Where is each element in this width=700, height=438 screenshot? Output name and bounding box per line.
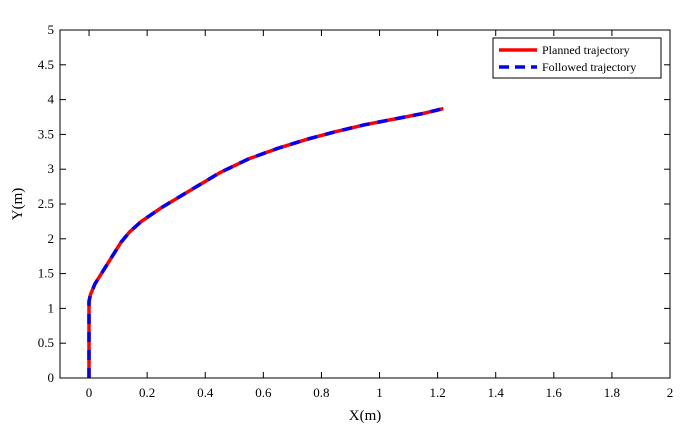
x-axis-label: X(m) [349, 408, 382, 424]
x-tick-label: 0 [86, 385, 93, 400]
y-axis-label: Y(m) [10, 188, 26, 221]
y-tick-label: 2 [48, 231, 55, 246]
y-tick-label: 3.5 [38, 126, 54, 141]
y-tick-label: 0 [48, 370, 55, 385]
x-tick-label: 1.4 [488, 385, 505, 400]
y-tick-label: 4 [48, 92, 55, 107]
y-tick-label: 0.5 [38, 335, 54, 350]
x-tick-label: 0.8 [313, 385, 329, 400]
y-tick-label: 1 [48, 300, 55, 315]
y-tick-label: 5 [48, 22, 55, 37]
legend: Planned trajectory Followed trajectory [492, 37, 662, 79]
y-tick-label: 3 [48, 161, 55, 176]
legend-entry-followed: Followed trajectory [542, 60, 636, 74]
x-tick-label: 1 [376, 385, 383, 400]
legend-box [492, 37, 662, 79]
x-tick-label: 2 [667, 385, 674, 400]
planned-trajectory-line [87, 106, 444, 378]
followed-trajectory-line [87, 106, 444, 378]
plot-frame [59, 29, 671, 379]
legend-entry-planned: Planned trajectory [542, 43, 630, 57]
x-tick-label: 1.2 [429, 385, 445, 400]
x-tick-label: 1.6 [546, 385, 563, 400]
y-tick-label: 4.5 [38, 57, 54, 72]
y-tick-label: 1.5 [38, 266, 54, 281]
x-tick-label: 0.4 [197, 385, 214, 400]
x-axis-ticks: 0 0.2 0.4 0.6 0.8 1 1.2 1.4 1.6 1.8 2 [86, 30, 673, 400]
x-tick-label: 0.6 [255, 385, 272, 400]
y-tick-label: 2.5 [38, 196, 54, 211]
x-tick-label: 1.8 [604, 385, 620, 400]
series-layer [87, 106, 444, 378]
x-tick-label: 0.2 [139, 385, 155, 400]
